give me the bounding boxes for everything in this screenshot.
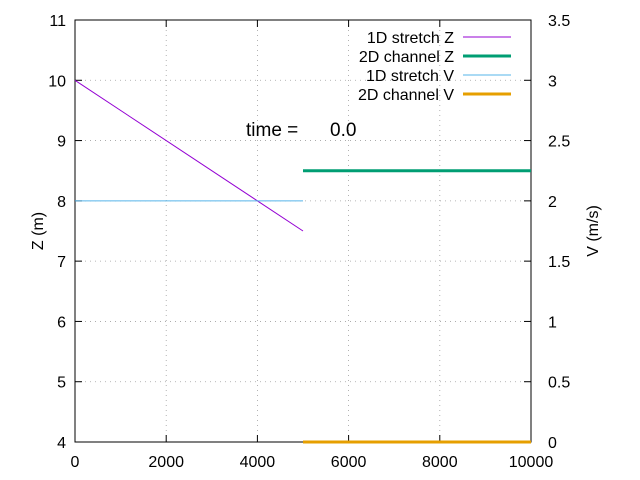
legend: 1D stretch Z 2D channel Z 1D stretch V 2D c… — [358, 30, 511, 104]
y-axis-right-label: V (m/s) — [585, 205, 602, 257]
x-tick-label: 2000 — [148, 454, 184, 471]
y-right-tick-label: 3 — [548, 73, 557, 90]
y-left-tick-label: 7 — [57, 254, 66, 271]
y-right-tick-label: 0.5 — [548, 375, 570, 392]
grid-layer — [75, 20, 531, 442]
y-left-tick-label: 8 — [57, 194, 66, 211]
series-layer — [74, 79, 531, 444]
y-right-tick-label: 0 — [548, 435, 557, 452]
series-line-1d-stretch-z — [74, 79, 304, 232]
y-left-tick-label: 9 — [57, 134, 66, 151]
y-right-tick-label: 1.5 — [548, 254, 570, 271]
x-tick-label: 6000 — [331, 454, 367, 471]
y-left-tick-label: 10 — [48, 73, 66, 90]
legend-label-2d-channel-v: 2D channel V — [358, 87, 454, 104]
x-tick-label: 0 — [71, 454, 80, 471]
time-annotation-value: 0.0 — [330, 120, 356, 141]
y-right-tick-label: 2 — [548, 194, 557, 211]
legend-label-2d-channel-z: 2D channel Z — [359, 49, 454, 66]
x-tick-label: 4000 — [240, 454, 276, 471]
legend-label-1d-stretch-v: 1D stretch V — [366, 68, 454, 85]
x-tick-label: 8000 — [422, 454, 458, 471]
x-tick-label: 10000 — [509, 454, 554, 471]
y-left-tick-label: 5 — [57, 375, 66, 392]
y-right-tick-label: 1 — [548, 314, 557, 331]
y-left-tick-label: 6 — [57, 314, 66, 331]
y-left-tick-label: 4 — [57, 435, 66, 452]
legend-label-1d-stretch-z: 1D stretch Z — [367, 30, 454, 47]
y-right-tick-label: 2.5 — [548, 134, 570, 151]
y-left-tick-label: 11 — [49, 13, 66, 30]
y-right-tick-label: 3.5 — [548, 13, 570, 30]
y-axis-left-label: Z (m) — [30, 212, 47, 250]
time-annotation-label: time = — [246, 120, 298, 141]
tick-layer: 0 2000 4000 6000 8000 10000 4 5 6 7 8 9 10 11 0 0.5 1 1.5… — [48, 13, 570, 471]
